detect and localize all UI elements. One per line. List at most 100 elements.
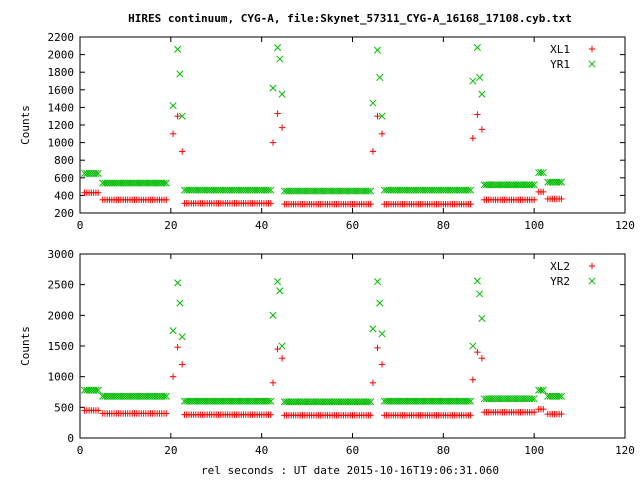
data-point bbox=[264, 397, 273, 405]
data-point bbox=[267, 411, 274, 418]
x-tick-label: 40 bbox=[255, 219, 268, 232]
data-point bbox=[269, 311, 277, 319]
y-tick-label: 500 bbox=[54, 401, 74, 414]
data-point bbox=[163, 410, 170, 417]
data-point bbox=[169, 102, 177, 110]
data-point bbox=[557, 392, 565, 400]
y-axis-label: Counts bbox=[19, 326, 32, 366]
y-tick-label: 600 bbox=[54, 172, 74, 185]
data-point bbox=[373, 278, 382, 286]
data-point bbox=[276, 55, 284, 63]
data-point bbox=[558, 410, 565, 418]
data-point bbox=[176, 299, 184, 307]
data-point bbox=[464, 186, 472, 194]
data-point bbox=[378, 330, 386, 338]
data-point bbox=[267, 186, 275, 194]
data-point bbox=[369, 148, 377, 155]
data-point bbox=[174, 279, 182, 287]
data-point bbox=[478, 90, 486, 98]
bottom-panel: 0 20 40 60 80 100 120 0 500 1000 1500 2000 2500 3000 C… bbox=[19, 248, 635, 457]
y-tick-label: 0 bbox=[67, 432, 74, 445]
data-point bbox=[94, 407, 102, 414]
plot-frame bbox=[79, 36, 626, 214]
data-point bbox=[369, 379, 377, 386]
data-point bbox=[174, 113, 181, 120]
data-point bbox=[473, 277, 481, 285]
data-point bbox=[369, 99, 377, 107]
legend-label: YR1 bbox=[550, 58, 570, 71]
data-point bbox=[264, 186, 273, 194]
data-point bbox=[588, 262, 596, 270]
y-tick-label: 800 bbox=[54, 154, 74, 167]
data-point bbox=[469, 135, 477, 142]
data-point bbox=[92, 169, 100, 177]
data-point bbox=[540, 405, 547, 413]
x-tick-label: 80 bbox=[437, 219, 450, 232]
legend-label: XL1 bbox=[550, 43, 570, 56]
x-tick-label: 60 bbox=[346, 219, 359, 232]
data-point bbox=[588, 60, 596, 68]
x-tick-label: 0 bbox=[77, 219, 84, 232]
data-point bbox=[364, 187, 372, 195]
data-point bbox=[163, 196, 170, 203]
data-point bbox=[178, 333, 186, 341]
data-point bbox=[269, 379, 277, 386]
data-point bbox=[160, 392, 168, 400]
data-point bbox=[274, 345, 281, 353]
data-point bbox=[378, 112, 386, 120]
data-point bbox=[169, 373, 177, 380]
data-point bbox=[94, 386, 102, 394]
data-point bbox=[467, 397, 475, 405]
data-point bbox=[178, 361, 186, 368]
y-tick-label: 1400 bbox=[48, 101, 75, 114]
data-point bbox=[469, 77, 477, 85]
data-point bbox=[160, 179, 168, 187]
data-point bbox=[469, 342, 477, 350]
data-point bbox=[537, 168, 545, 177]
data-point bbox=[174, 45, 182, 53]
data-point bbox=[539, 386, 547, 394]
legend-label: XL2 bbox=[550, 260, 570, 273]
data-point bbox=[473, 44, 481, 52]
data-point bbox=[378, 361, 386, 368]
data-point bbox=[528, 181, 536, 189]
y-tick-label: 2000 bbox=[48, 309, 75, 322]
data-point bbox=[478, 355, 486, 362]
data-point bbox=[378, 130, 386, 137]
x-tick-label: 100 bbox=[524, 219, 544, 232]
data-point bbox=[176, 70, 184, 78]
data-point bbox=[557, 178, 565, 186]
data-point bbox=[162, 392, 170, 400]
data-point bbox=[278, 355, 286, 362]
data-point bbox=[367, 201, 374, 208]
data-point bbox=[474, 348, 481, 356]
data-point bbox=[94, 169, 102, 177]
data-point bbox=[278, 124, 286, 131]
data-point bbox=[474, 111, 481, 118]
data-point bbox=[169, 130, 177, 137]
x-axis-label: rel seconds : UT date 2015-10-16T19:06:3… bbox=[201, 464, 499, 477]
data-point bbox=[169, 327, 177, 335]
data-point bbox=[178, 112, 186, 120]
y-axis-label: Counts bbox=[19, 105, 32, 145]
data-point bbox=[276, 287, 284, 295]
data-point bbox=[274, 44, 282, 52]
y-tick-label: 2200 bbox=[48, 31, 75, 44]
x-tick-label: 120 bbox=[615, 219, 635, 232]
x-tick-label: 40 bbox=[255, 444, 268, 457]
y-tick-label: 3000 bbox=[48, 248, 75, 261]
data-point bbox=[555, 392, 563, 400]
y-tick-label: 1200 bbox=[48, 119, 75, 132]
y-tick-label: 1600 bbox=[48, 84, 75, 97]
data-point bbox=[588, 277, 596, 285]
data-point bbox=[467, 201, 474, 208]
data-point bbox=[530, 181, 538, 189]
data-point bbox=[467, 186, 475, 194]
data-point bbox=[476, 73, 484, 82]
y-tick-label: 400 bbox=[54, 189, 74, 202]
x-tick-label: 20 bbox=[164, 444, 177, 457]
y-tick-label: 2500 bbox=[48, 279, 75, 292]
data-point bbox=[278, 342, 286, 350]
x-tick-label: 20 bbox=[164, 219, 177, 232]
